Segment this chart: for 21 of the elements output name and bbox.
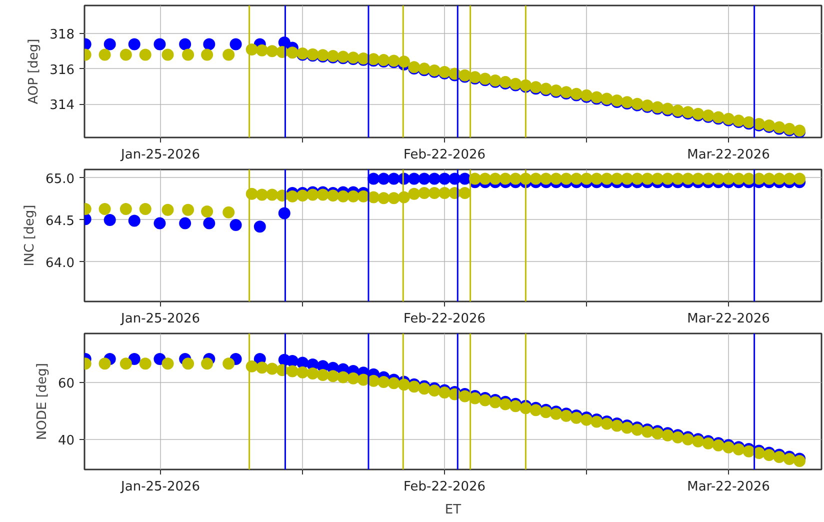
y-tick-label: 64.0 — [46, 256, 75, 271]
x-tick-label: Feb-22-2026 — [404, 480, 486, 494]
y-axis-title: AOP [deg] — [26, 38, 42, 104]
x-tick-label: Jan-25-2026 — [120, 148, 200, 162]
y-tick-label: 40 — [58, 433, 75, 448]
y-axis-title: NODE [deg] — [34, 363, 50, 440]
x-tick-label: Feb-22-2026 — [404, 148, 486, 162]
x-tick-label: Mar-22-2026 — [687, 148, 770, 162]
x-tick-label: Jan-25-2026 — [120, 312, 200, 326]
x-tick-label: Feb-22-2026 — [404, 312, 486, 326]
y-tick-label: 64.5 — [46, 214, 75, 229]
y-tick-label: 318 — [50, 28, 75, 43]
x-tick-label: Mar-22-2026 — [687, 480, 770, 494]
x-axis-title: ET — [444, 502, 462, 518]
y-tick-label: 316 — [50, 62, 75, 78]
x-tick-label: Mar-22-2026 — [687, 312, 770, 326]
y-axis-title: INC [deg] — [22, 204, 38, 266]
x-tick-label: Jan-25-2026 — [120, 480, 200, 494]
y-tick-label: 314 — [50, 98, 75, 114]
y-tick-label: 60 — [58, 376, 75, 392]
y-tick-label: 65.0 — [46, 172, 75, 187]
